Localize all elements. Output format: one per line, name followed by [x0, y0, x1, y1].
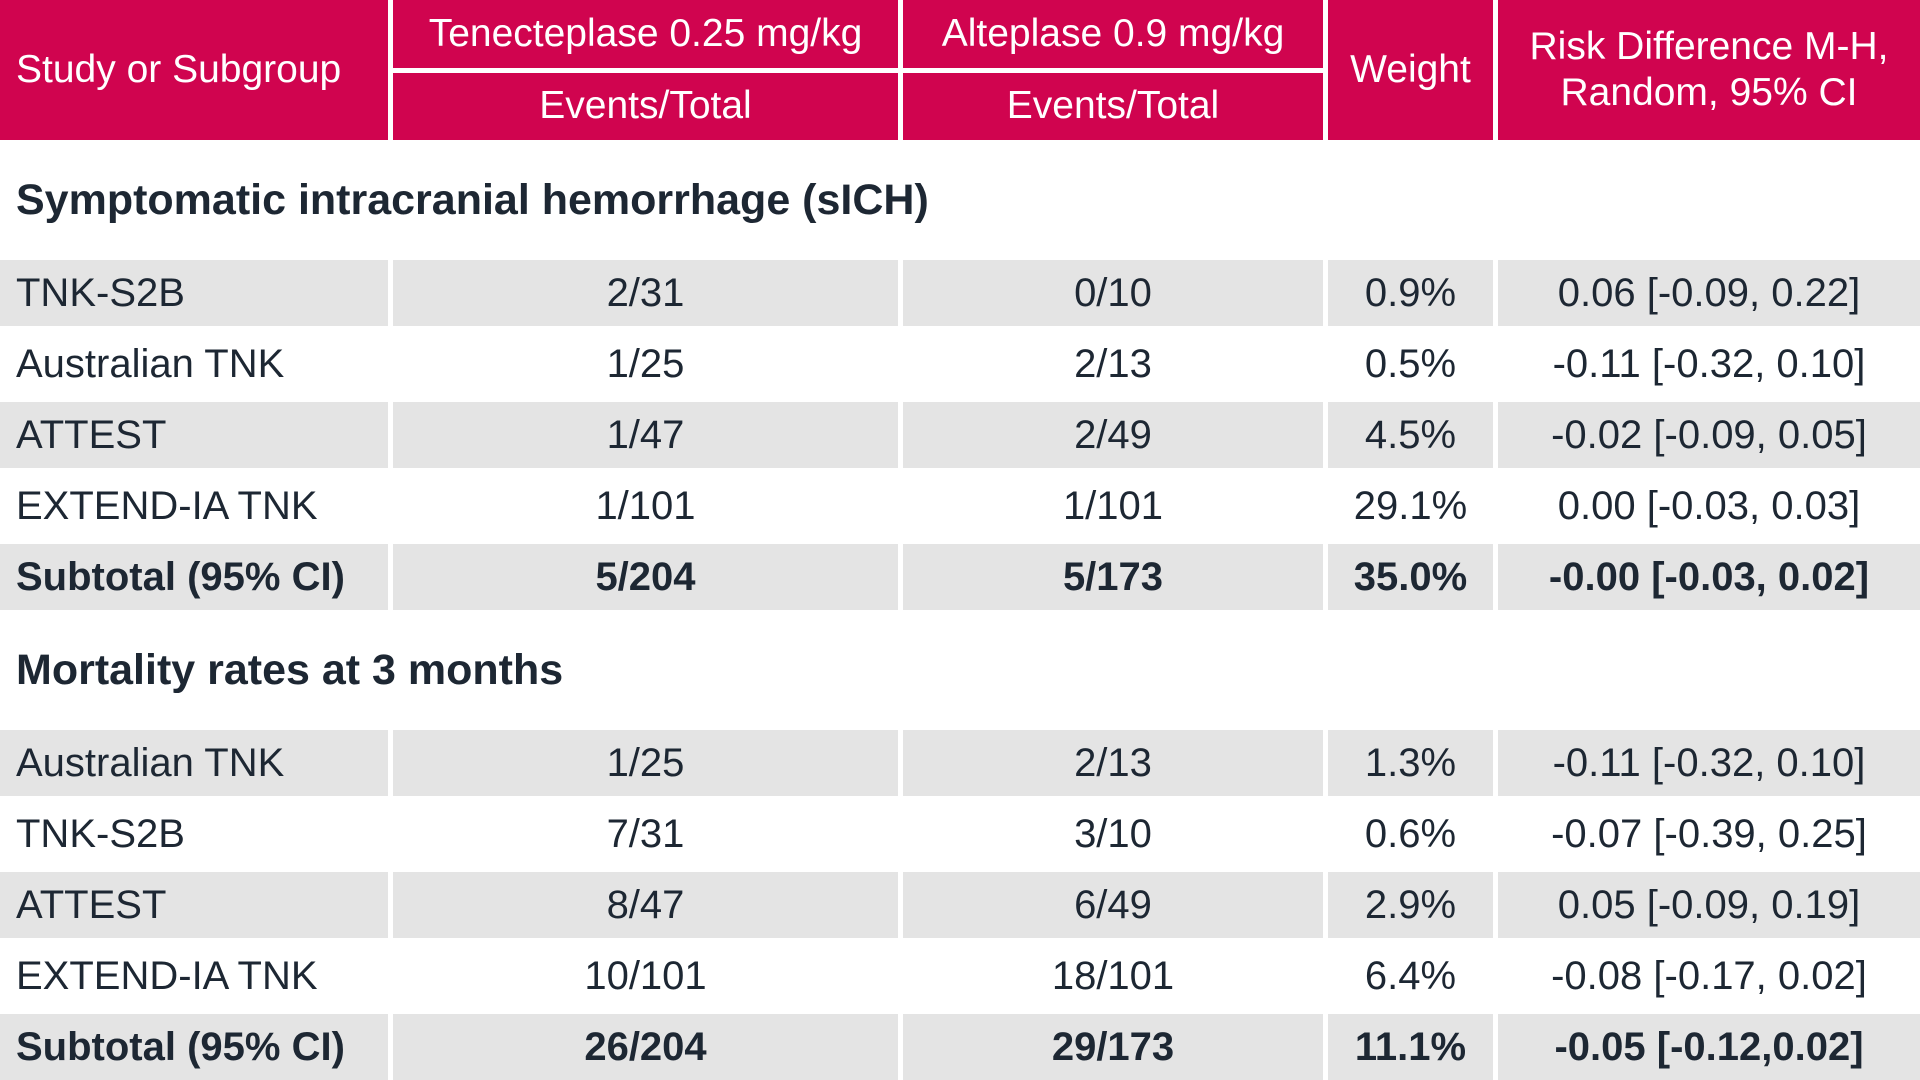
- header-alteplase-events-total: Events/Total: [903, 72, 1323, 140]
- table-header: Study or Subgroup Tenecteplase 0.25 mg/k…: [0, 0, 1920, 140]
- section-rows-mortality: Australian TNK 1/25 2/13 1.3% -0.11 [-0.…: [0, 730, 1920, 1080]
- study-cell: Subtotal (95% CI): [0, 1014, 388, 1080]
- header-risk-difference-line2: Random, 95% CI: [1560, 71, 1858, 114]
- alteplase-events-cell: 1/101: [903, 473, 1323, 539]
- risk-difference-cell: -0.11 [-0.32, 0.10]: [1498, 331, 1920, 397]
- table-row: EXTEND-IA TNK 1/101 1/101 29.1% 0.00 [-0…: [0, 473, 1920, 539]
- alteplase-events-cell: 0/10: [903, 260, 1323, 326]
- weight-cell: 4.5%: [1328, 402, 1493, 468]
- alteplase-events-cell: 5/173: [903, 544, 1323, 610]
- tenecteplase-events-cell: 26/204: [393, 1014, 898, 1080]
- header-tenecteplase-group: Tenecteplase 0.25 mg/kg Events/Total: [393, 0, 898, 140]
- weight-cell: 11.1%: [1328, 1014, 1493, 1080]
- table-row: Australian TNK 1/25 2/13 0.5% -0.11 [-0.…: [0, 331, 1920, 397]
- section-title-mortality: Mortality rates at 3 months: [0, 610, 1920, 730]
- alteplase-events-cell: 18/101: [903, 943, 1323, 1009]
- weight-cell: 0.5%: [1328, 331, 1493, 397]
- study-cell: ATTEST: [0, 872, 388, 938]
- risk-difference-cell: -0.07 [-0.39, 0.25]: [1498, 801, 1920, 867]
- risk-difference-cell: -0.11 [-0.32, 0.10]: [1498, 730, 1920, 796]
- alteplase-events-cell: 3/10: [903, 801, 1323, 867]
- tenecteplase-events-cell: 7/31: [393, 801, 898, 867]
- study-cell: Australian TNK: [0, 730, 388, 796]
- header-weight: Weight: [1328, 0, 1493, 140]
- section-title-sich: Symptomatic intracranial hemorrhage (sIC…: [0, 140, 1920, 260]
- table-row: Subtotal (95% CI) 5/204 5/173 35.0% -0.0…: [0, 544, 1920, 610]
- risk-difference-cell: 0.00 [-0.03, 0.03]: [1498, 473, 1920, 539]
- tenecteplase-events-cell: 1/25: [393, 730, 898, 796]
- tenecteplase-events-cell: 5/204: [393, 544, 898, 610]
- weight-cell: 0.9%: [1328, 260, 1493, 326]
- header-alteplase-group: Alteplase 0.9 mg/kg Events/Total: [903, 0, 1323, 140]
- weight-cell: 6.4%: [1328, 943, 1493, 1009]
- weight-cell: 35.0%: [1328, 544, 1493, 610]
- table-row: ATTEST 1/47 2/49 4.5% -0.02 [-0.09, 0.05…: [0, 402, 1920, 468]
- study-cell: TNK-S2B: [0, 260, 388, 326]
- alteplase-events-cell: 2/49: [903, 402, 1323, 468]
- risk-difference-cell: -0.02 [-0.09, 0.05]: [1498, 402, 1920, 468]
- study-cell: EXTEND-IA TNK: [0, 473, 388, 539]
- weight-cell: 2.9%: [1328, 872, 1493, 938]
- table-row: TNK-S2B 2/31 0/10 0.9% 0.06 [-0.09, 0.22…: [0, 260, 1920, 326]
- risk-difference-cell: -0.05 [-0.12,0.02]: [1498, 1014, 1920, 1080]
- study-cell: ATTEST: [0, 402, 388, 468]
- table-row: EXTEND-IA TNK 10/101 18/101 6.4% -0.08 […: [0, 943, 1920, 1009]
- tenecteplase-events-cell: 2/31: [393, 260, 898, 326]
- alteplase-events-cell: 2/13: [903, 331, 1323, 397]
- weight-cell: 29.1%: [1328, 473, 1493, 539]
- header-risk-difference: Risk Difference M-H, Random, 95% CI: [1498, 0, 1920, 140]
- risk-difference-cell: 0.05 [-0.09, 0.19]: [1498, 872, 1920, 938]
- risk-difference-cell: 0.06 [-0.09, 0.22]: [1498, 260, 1920, 326]
- header-alteplase-dose: Alteplase 0.9 mg/kg: [903, 0, 1323, 68]
- tenecteplase-events-cell: 1/25: [393, 331, 898, 397]
- study-cell: EXTEND-IA TNK: [0, 943, 388, 1009]
- section-rows-sich: TNK-S2B 2/31 0/10 0.9% 0.06 [-0.09, 0.22…: [0, 260, 1920, 610]
- study-cell: Australian TNK: [0, 331, 388, 397]
- tenecteplase-events-cell: 8/47: [393, 872, 898, 938]
- tenecteplase-events-cell: 1/47: [393, 402, 898, 468]
- header-study-or-subgroup: Study or Subgroup: [0, 0, 388, 140]
- header-risk-difference-line1: Risk Difference M-H,: [1529, 24, 1889, 68]
- header-tenecteplase-events-total: Events/Total: [393, 72, 898, 140]
- risk-difference-cell: -0.08 [-0.17, 0.02]: [1498, 943, 1920, 1009]
- weight-cell: 0.6%: [1328, 801, 1493, 867]
- alteplase-events-cell: 29/173: [903, 1014, 1323, 1080]
- table-row: ATTEST 8/47 6/49 2.9% 0.05 [-0.09, 0.19]: [0, 872, 1920, 938]
- tenecteplase-events-cell: 1/101: [393, 473, 898, 539]
- weight-cell: 1.3%: [1328, 730, 1493, 796]
- table-row: Subtotal (95% CI) 26/204 29/173 11.1% -0…: [0, 1014, 1920, 1080]
- study-cell: TNK-S2B: [0, 801, 388, 867]
- header-tenecteplase-dose: Tenecteplase 0.25 mg/kg: [393, 0, 898, 68]
- alteplase-events-cell: 6/49: [903, 872, 1323, 938]
- table-row: TNK-S2B 7/31 3/10 0.6% -0.07 [-0.39, 0.2…: [0, 801, 1920, 867]
- alteplase-events-cell: 2/13: [903, 730, 1323, 796]
- study-cell: Subtotal (95% CI): [0, 544, 388, 610]
- table-row: Australian TNK 1/25 2/13 1.3% -0.11 [-0.…: [0, 730, 1920, 796]
- tenecteplase-events-cell: 10/101: [393, 943, 898, 1009]
- risk-difference-cell: -0.00 [-0.03, 0.02]: [1498, 544, 1920, 610]
